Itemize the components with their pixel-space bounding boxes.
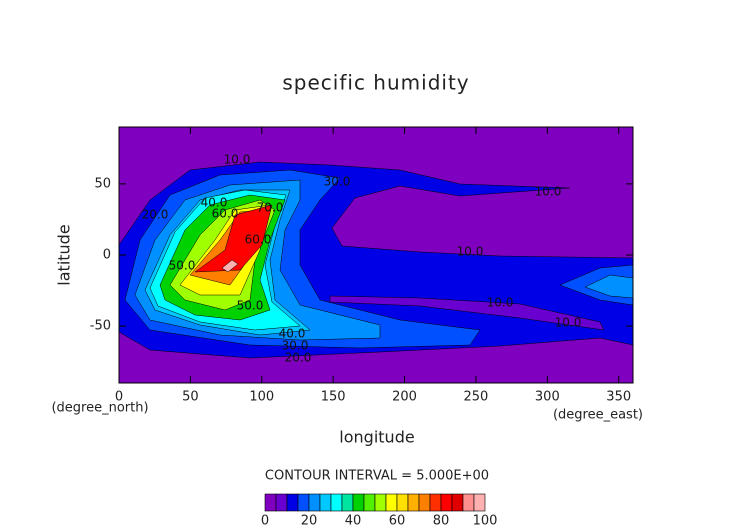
colorbar-tick-label: 40 [345,514,362,529]
contour-label: 10.0 [555,316,582,330]
colorbar-band [418,493,431,512]
colorbar-band [385,493,398,512]
contour-label: 10.0 [224,153,251,167]
x-tick-label: 50 [182,390,199,405]
contour-label: 50.0 [237,299,264,313]
contour-label: 70.0 [257,201,284,215]
colorbar-band [429,493,442,512]
colorbar-band [264,493,277,512]
contour-region [194,204,273,273]
x-tick-label: 0 [115,390,123,405]
contour-label: 20.0 [142,208,169,222]
x-unit: (degree_east) [553,408,643,423]
colorbar-band [308,493,321,512]
y-axis-label: latitude [55,224,74,285]
contour-interval: CONTOUR INTERVAL = 5.000E+00 [265,469,489,484]
colorbar-band [363,493,376,512]
x-tick-label: 100 [249,390,274,405]
colorbar-band [275,493,288,512]
contour-label: 30.0 [324,175,351,189]
contour-region [221,259,239,273]
contour-label: 10.0 [487,296,514,310]
colorbar-band [330,493,343,512]
y-unit: (degree_north) [51,401,148,416]
colorbar-tick-label: 100 [473,514,498,529]
contour-label: 60.0 [212,207,239,221]
x-axis-label: longitude [339,428,414,447]
y-tick-label: -50 [90,319,111,334]
colorbar-band [297,493,310,512]
contour-region [329,295,605,331]
contour-label: 20.0 [285,351,312,365]
colorbar-band [319,493,332,512]
colorbar-band [440,493,453,512]
x-tick-label: 250 [464,390,489,405]
colorbar-tick-label: 0 [261,514,269,529]
contour-label: 60.0 [245,233,272,247]
x-tick-label: 300 [535,390,560,405]
colorbar-band [341,493,354,512]
y-tick-label: 0 [103,248,111,263]
colorbar-band [407,493,420,512]
colorbar-band [473,493,486,512]
contour-label: 30.0 [282,339,309,353]
y-tick-label: 50 [94,176,111,191]
colorbar-tick-label: 60 [389,514,406,529]
colorbar-band [396,493,409,512]
contour-label: 10.0 [457,245,484,259]
x-tick-label: 200 [392,390,417,405]
colorbar-tick-label: 20 [301,514,318,529]
contour-label: 50.0 [169,259,196,273]
contour-label: 40.0 [201,196,228,210]
colorbar-band [352,493,365,512]
colorbar-band [462,493,475,512]
x-tick-label: 350 [606,390,631,405]
colorbar-band [286,493,299,512]
contour-label: 40.0 [279,327,306,341]
colorbar-band [374,493,387,512]
chart-title: specific humidity [282,71,469,95]
x-tick-label: 150 [321,390,346,405]
contour-label: 10.0 [535,185,562,199]
colorbar-tick-label: 80 [433,514,450,529]
colorbar-band [451,493,464,512]
